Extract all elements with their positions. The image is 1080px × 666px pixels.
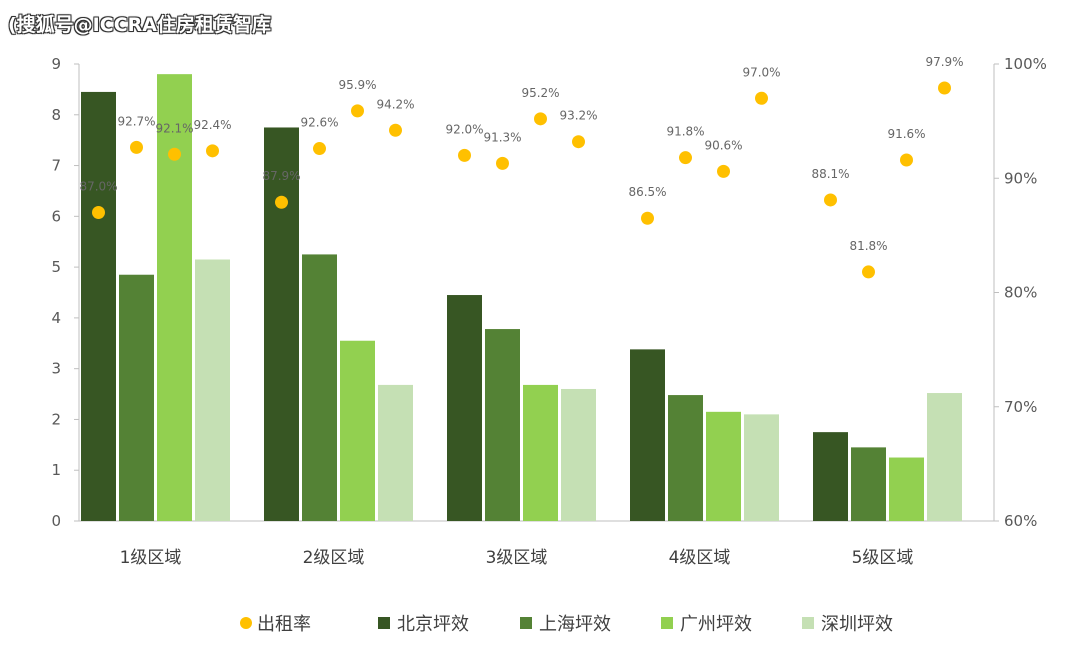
y-left-tick-label: 0	[51, 512, 61, 530]
bar	[119, 274, 154, 521]
rate-point	[534, 112, 547, 126]
y-left-tick-label: 5	[51, 258, 61, 276]
bar	[378, 384, 413, 521]
bar	[813, 432, 848, 521]
rate-point	[755, 91, 768, 105]
bar	[302, 254, 337, 521]
rate-data-label: 91.3%	[483, 130, 521, 144]
rate-point	[938, 81, 951, 95]
rate-data-label: 93.2%	[559, 109, 597, 123]
x-tick-label: 2级区域	[303, 548, 365, 568]
rate-data-label: 97.0%	[742, 65, 780, 79]
rate-point	[275, 195, 288, 209]
rate-data-label: 92.0%	[445, 122, 483, 136]
y-left-tick-label: 3	[51, 360, 61, 378]
rate-point	[458, 148, 471, 162]
x-tick-label: 5级区域	[852, 548, 914, 568]
legend-marker	[520, 617, 532, 629]
rate-data-label: 94.2%	[376, 97, 414, 111]
bar	[927, 393, 962, 521]
y-left-tick-label: 6	[51, 207, 61, 225]
bar	[744, 414, 779, 521]
legend-marker	[802, 617, 814, 629]
rate-point	[206, 144, 219, 158]
y-left-tick-label: 1	[51, 461, 61, 479]
rate-data-label: 92.1%	[155, 121, 193, 135]
bar	[485, 329, 520, 521]
y-right-tick-label: 90%	[1004, 169, 1037, 187]
y-left-tick-label: 8	[51, 106, 61, 124]
rate-data-label: 92.6%	[300, 116, 338, 130]
rate-point	[130, 140, 143, 154]
y-right-tick-label: 80%	[1004, 284, 1037, 302]
rate-data-label: 92.7%	[117, 114, 155, 128]
rate-point	[862, 265, 875, 279]
legend-label-rate: 出租率	[257, 614, 311, 635]
y-right-tick-label: 70%	[1004, 398, 1037, 416]
rate-data-label: 92.4%	[193, 118, 231, 132]
y-left-tick-label: 4	[51, 309, 61, 327]
rate-data-label: 97.9%	[925, 55, 963, 69]
legend-label: 北京坪效	[397, 614, 469, 635]
y-right-tick-label: 60%	[1004, 512, 1037, 530]
bar	[340, 340, 375, 521]
legend-marker-rate	[240, 617, 252, 629]
rate-point	[313, 142, 326, 156]
y-left-tick-label: 2	[51, 410, 61, 428]
rate-point	[351, 104, 364, 118]
y-left-tick-label: 9	[51, 55, 61, 73]
legend-label: 上海坪效	[539, 614, 611, 635]
rate-point	[92, 206, 105, 220]
bar	[561, 388, 596, 521]
rate-point	[496, 156, 509, 170]
legend-marker	[378, 617, 390, 629]
rate-point	[572, 135, 585, 149]
x-tick-label: 1级区域	[120, 548, 182, 568]
x-tick-label: 3级区域	[486, 548, 548, 568]
rate-data-label: 91.8%	[666, 125, 704, 139]
rate-point	[824, 193, 837, 207]
rate-point	[900, 153, 913, 167]
rate-data-label: 95.2%	[521, 86, 559, 100]
rate-point	[168, 147, 181, 161]
rate-data-label: 88.1%	[811, 167, 849, 181]
rate-data-label: 81.8%	[849, 239, 887, 253]
y-left-tick-label: 7	[51, 157, 61, 175]
rate-point	[679, 151, 692, 165]
y-right-tick-label: 100%	[1004, 55, 1047, 73]
bar	[889, 457, 924, 521]
rate-data-label: 87.0%	[79, 180, 117, 194]
legend-marker	[661, 617, 673, 629]
bar	[523, 384, 558, 521]
watermark: (搜狐号@ICCRA住房租赁智库	[8, 14, 271, 36]
rate-point	[717, 164, 730, 178]
bar	[81, 91, 116, 521]
bar	[851, 447, 886, 521]
x-tick-label: 4级区域	[669, 548, 731, 568]
bar	[630, 349, 665, 521]
rate-data-label: 86.5%	[628, 185, 666, 199]
bar	[447, 295, 482, 521]
bar	[706, 411, 741, 521]
rate-data-label: 87.9%	[262, 169, 300, 183]
rate-data-label: 90.6%	[704, 138, 742, 152]
rate-data-label: 95.9%	[338, 78, 376, 92]
rate-point	[641, 211, 654, 225]
rate-data-label: 91.6%	[887, 127, 925, 141]
rate-point	[389, 123, 402, 137]
bar	[668, 395, 703, 521]
legend-label: 广州坪效	[680, 614, 752, 635]
bar	[264, 127, 299, 521]
bar	[157, 74, 192, 522]
bar	[195, 259, 230, 521]
legend-label: 深圳坪效	[821, 614, 893, 635]
